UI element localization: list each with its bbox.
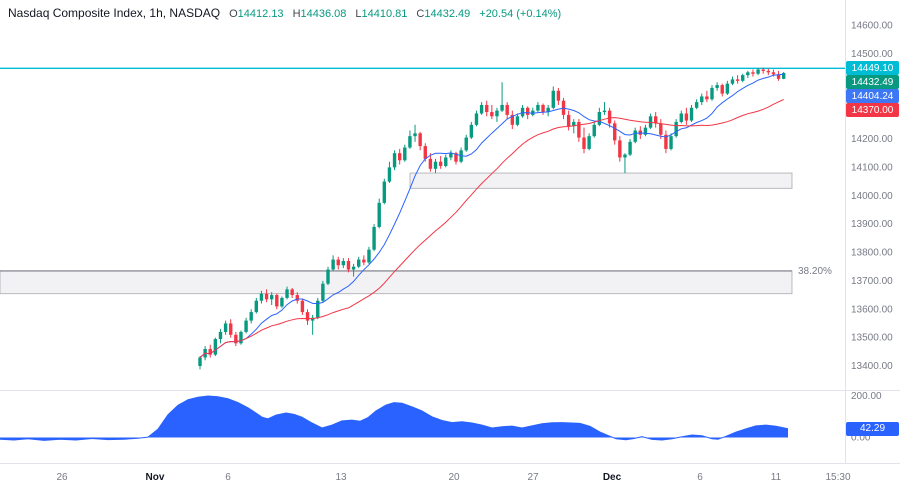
last-price-badge: 14432.49 <box>846 75 899 90</box>
high-value: 14436.08 <box>300 8 347 20</box>
symbol-title[interactable]: Nasdaq Composite Index, 1h, NASDAQ <box>8 6 221 20</box>
price-tick-label: 14500.00 <box>851 49 893 60</box>
lower-indicator-area <box>0 395 789 441</box>
ohlc-close: C 14432.49 <box>416 8 470 20</box>
price-tick-label: 14100.00 <box>851 162 893 173</box>
low-value: 14410.81 <box>361 8 408 20</box>
time-tick-label: 15:30 <box>825 472 850 483</box>
time-tick-label: 6 <box>225 472 231 483</box>
ma-fast-line <box>199 73 784 358</box>
ohlc-open: O 14412.13 <box>229 8 283 20</box>
resistance-zone[interactable] <box>409 172 793 189</box>
ma-slow-price-badge: 14370.00 <box>846 103 899 118</box>
indicator-tick-label: 0.00 <box>851 433 871 444</box>
hline-price-badge: 14449.10 <box>846 61 899 76</box>
chart-legend: Nasdaq Composite Index, 1h, NASDAQ O 1441… <box>8 6 561 20</box>
indicator-value-badge: 42.29 <box>846 421 899 436</box>
open-label: O <box>229 8 238 20</box>
price-tick-label: 13800.00 <box>851 248 893 259</box>
price-tick-label: 14200.00 <box>851 134 893 145</box>
price-tick-label: 13700.00 <box>851 276 893 287</box>
close-value: 14432.49 <box>424 8 471 20</box>
ma-fast-price-badge: 14404.24 <box>846 89 899 104</box>
pane-separators <box>0 0 900 464</box>
open-value: 14412.13 <box>237 8 284 20</box>
ma-slow-line <box>199 99 784 358</box>
time-tick-label: Dec <box>603 472 622 483</box>
candlestick-series <box>198 67 786 370</box>
fib-level-label: 38.20% <box>798 266 832 277</box>
close-label: C <box>416 8 425 20</box>
ohlc-low: L 14410.81 <box>355 8 407 20</box>
price-tick-label: 13400.00 <box>851 361 893 372</box>
time-tick-label: 11 <box>771 472 782 483</box>
fib-retracement-zone[interactable]: 38.20% <box>0 266 832 295</box>
price-tick-label: 13500.00 <box>851 333 893 344</box>
time-tick-label: Nov <box>146 472 165 483</box>
time-tick-label: 6 <box>697 472 703 483</box>
indicator-tick-label: 200.00 <box>851 391 882 402</box>
change-value: +20.54 (+0.14%) <box>479 8 562 20</box>
time-axis[interactable]: 26 Nov 6 13 20 27 Dec 6 11 15:30 <box>56 472 851 483</box>
price-tick-label: 13900.00 <box>851 219 893 230</box>
time-tick-label: 13 <box>335 472 347 483</box>
price-tick-label: 14600.00 <box>851 21 893 32</box>
time-tick-label: 26 <box>56 472 68 483</box>
price-tick-label: 14000.00 <box>851 191 893 202</box>
ohlc-high: H 14436.08 <box>293 8 347 20</box>
low-label: L <box>355 8 362 20</box>
high-label: H <box>292 8 301 20</box>
time-tick-label: 27 <box>527 472 539 483</box>
price-tick-label: 13600.00 <box>851 304 893 315</box>
time-tick-label: 20 <box>448 472 460 483</box>
